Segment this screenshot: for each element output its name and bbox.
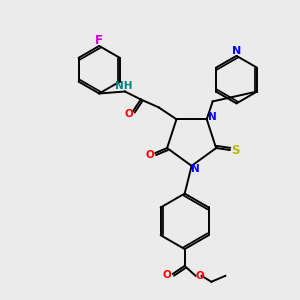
Text: O: O [195, 271, 204, 281]
Text: O: O [146, 150, 154, 160]
Text: N: N [191, 164, 200, 174]
Text: N: N [232, 46, 241, 56]
Text: F: F [95, 34, 103, 47]
Text: NH: NH [115, 81, 133, 91]
Text: S: S [231, 143, 239, 157]
Text: N: N [208, 112, 217, 122]
Text: O: O [163, 270, 171, 280]
Text: O: O [124, 109, 133, 119]
